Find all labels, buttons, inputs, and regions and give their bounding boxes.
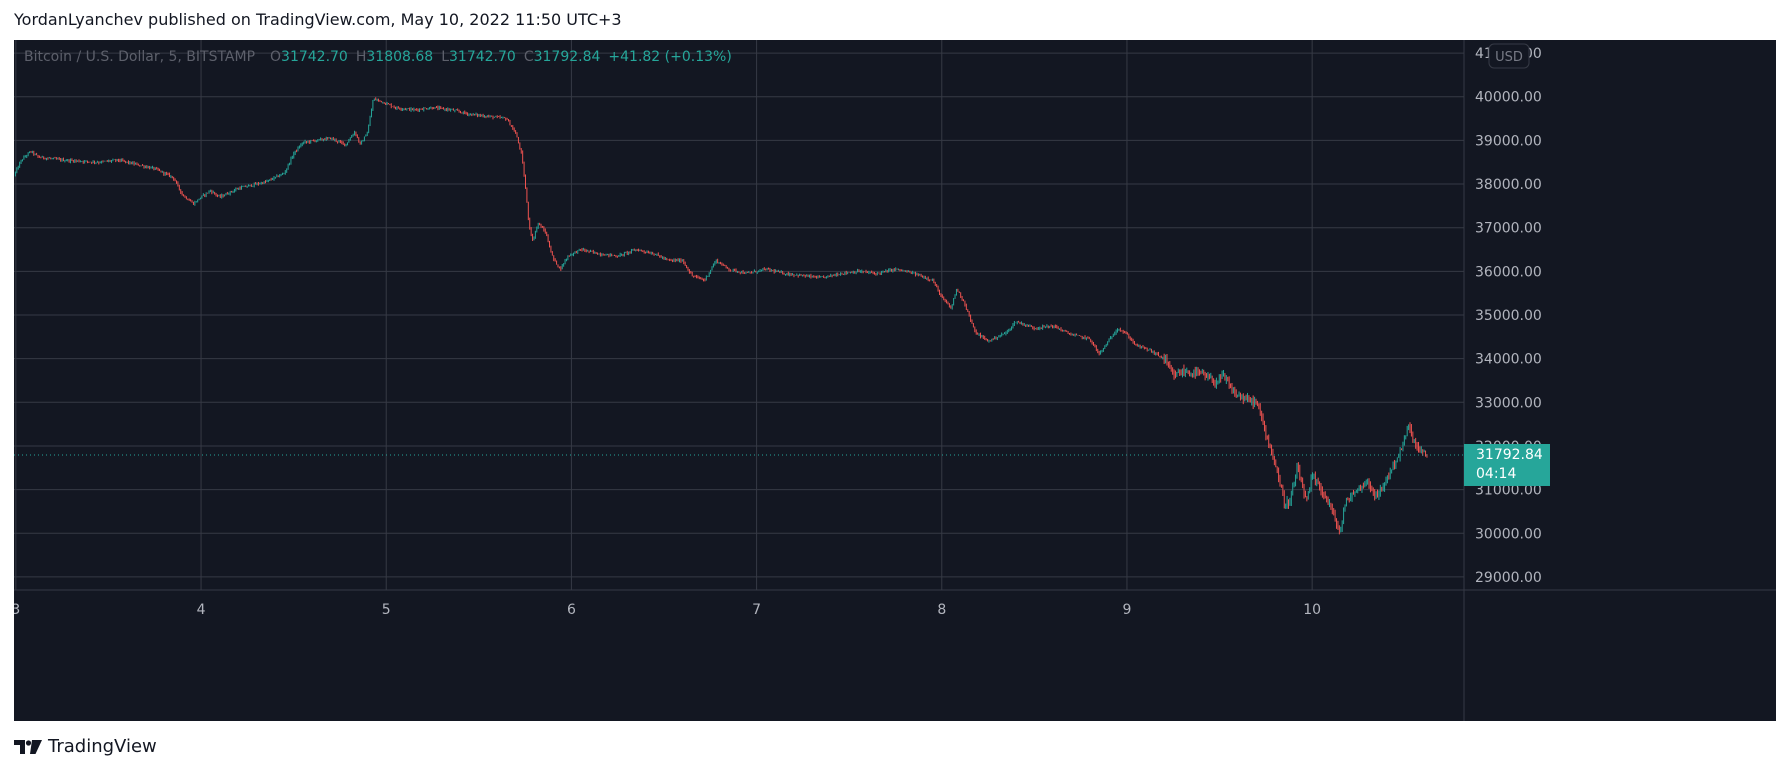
y-tick-label-8: 33000.00 — [1475, 395, 1542, 411]
x-tick-label-5: 8 — [937, 602, 946, 618]
currency-label: USD — [1495, 50, 1523, 65]
legend-o-value: 31742.70 — [281, 49, 348, 65]
currency-button[interactable]: USD — [1488, 43, 1530, 69]
legend-ohlc-values: O31742.70 H31808.68 L31742.70 C31792.84 +41.… — [270, 49, 732, 65]
x-tick-label-3: 6 — [567, 602, 576, 618]
y-tick-label-12: 29000.00 — [1475, 570, 1542, 586]
legend-o-label: O — [270, 49, 281, 65]
tradingview-footer[interactable]: TradingView — [14, 736, 157, 757]
bar-countdown: 04:14 — [1476, 466, 1516, 482]
y-tick-label-1: 40000.00 — [1475, 90, 1542, 106]
y-tick-label-7: 34000.00 — [1475, 352, 1542, 368]
x-tick-label-1: 4 — [197, 602, 206, 618]
tradingview-brand: TradingView — [48, 736, 157, 757]
legend-h-value: 31808.68 — [366, 49, 433, 65]
publish-header: YordanLyanchev published on TradingView.… — [14, 10, 622, 29]
price-chart[interactable]: Bitcoin / U.S. Dollar, 5, BITSTAMP O3174… — [14, 40, 1776, 721]
y-tick-label-6: 35000.00 — [1475, 308, 1542, 324]
x-tick-label-0: 3 — [14, 602, 20, 618]
legend-h-label: H — [356, 49, 367, 65]
y-tick-label-10: 31000.00 — [1475, 483, 1542, 499]
tradingview-logo-icon — [14, 739, 42, 754]
y-tick-label-5: 36000.00 — [1475, 264, 1542, 280]
x-tick-label-7: 10 — [1303, 602, 1321, 618]
y-tick-label-2: 39000.00 — [1475, 133, 1542, 149]
chart-grid — [14, 40, 1464, 590]
x-tick-label-4: 7 — [752, 602, 761, 618]
chart-background — [14, 40, 1776, 721]
ohlc-legend: Bitcoin / U.S. Dollar, 5, BITSTAMP O3174… — [24, 49, 732, 65]
legend-c-label: C — [524, 49, 534, 65]
chart-panel[interactable]: Bitcoin / U.S. Dollar, 5, BITSTAMP O3174… — [14, 40, 1776, 721]
y-tick-label-3: 38000.00 — [1475, 177, 1542, 193]
y-tick-label-4: 37000.00 — [1475, 221, 1542, 237]
legend-l-value: 31742.70 — [449, 49, 516, 65]
time-axis[interactable]: 3 4 5 6 7 8 9 10 — [14, 589, 1776, 618]
last-price-value: 31792.84 — [1476, 447, 1543, 463]
candlestick-series — [14, 97, 1428, 535]
legend-l-label: L — [441, 49, 449, 65]
last-price-tag: 31792.84 04:14 — [1464, 443, 1550, 486]
x-tick-label-6: 9 — [1123, 602, 1132, 618]
legend-c-value: 31792.84 — [534, 49, 601, 65]
legend-symbol: Bitcoin / U.S. Dollar, 5, BITSTAMP — [24, 49, 255, 65]
x-tick-label-2: 5 — [382, 602, 391, 618]
y-tick-label-11: 30000.00 — [1475, 526, 1542, 542]
legend-change: +41.82 (+0.13%) — [608, 49, 731, 65]
